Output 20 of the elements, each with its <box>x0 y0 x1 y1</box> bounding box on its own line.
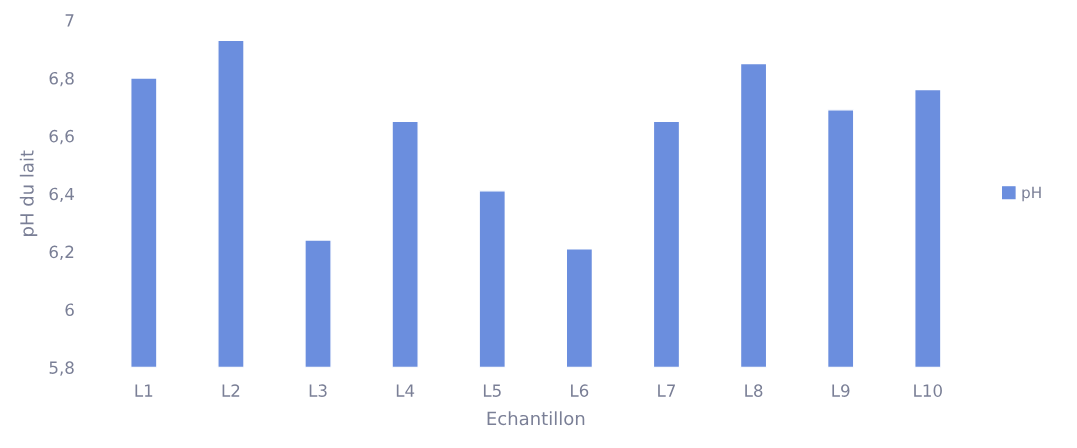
x-tick-label: L3 <box>309 384 327 397</box>
x-tick-label: L9 <box>832 384 850 397</box>
x-tick-label: L10 <box>914 384 942 397</box>
y-tick-label: 6 <box>65 303 74 317</box>
y-tick-label: 5,8 <box>49 361 74 376</box>
y-tick-label: 7 <box>65 14 74 27</box>
x-tick-label: L5 <box>483 384 501 397</box>
x-axis-title: Echantillon <box>487 411 585 426</box>
x-tick-label: L6 <box>571 384 589 397</box>
y-tick-label: 6,8 <box>49 71 74 87</box>
x-tick-label: L1 <box>135 384 153 397</box>
x-tick-label: L2 <box>222 384 240 397</box>
x-tick-label: L8 <box>745 384 763 397</box>
y-tick-label: 6,4 <box>49 187 74 203</box>
y-tick-label: 6,2 <box>49 245 74 260</box>
y-axis-title: pH du lait <box>19 150 38 236</box>
x-tick-label: L4 <box>396 384 415 397</box>
x-tick-label: L7 <box>658 384 675 397</box>
legend-label: pH <box>1022 186 1041 202</box>
y-tick-label: 6,6 <box>49 129 74 145</box>
